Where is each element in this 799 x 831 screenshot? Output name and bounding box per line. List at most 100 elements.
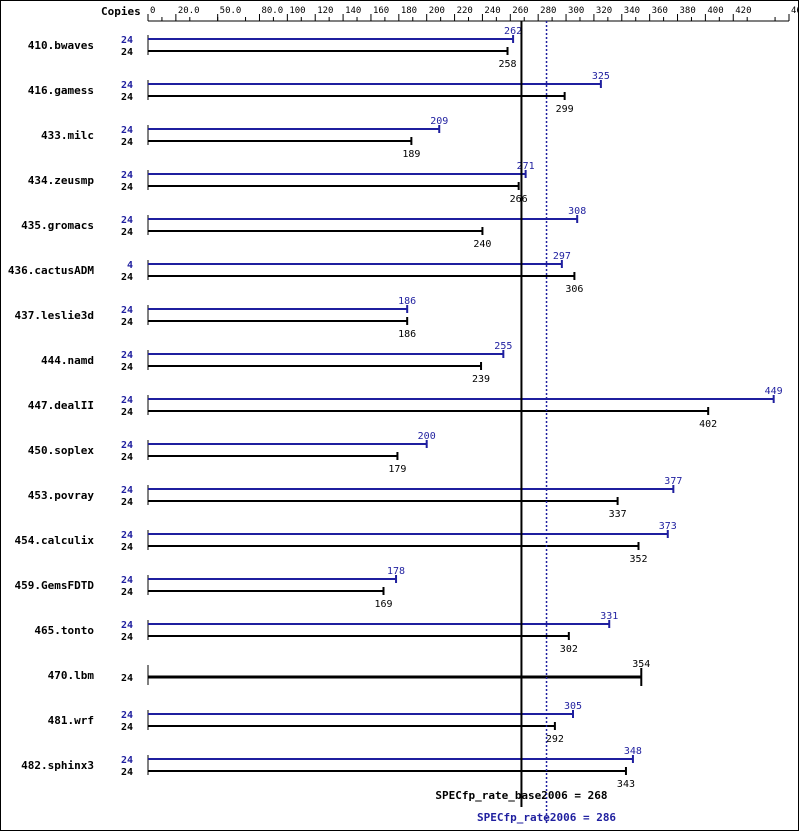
benchmark-name: 482.sphinx3 <box>21 759 94 772</box>
peak-value-label: 262 <box>504 26 522 37</box>
peak-value-label: 373 <box>659 521 677 532</box>
base-copies: 24 <box>121 587 133 598</box>
base-value-label: 292 <box>546 734 564 745</box>
base-value-label: 169 <box>374 599 392 610</box>
x-tick-label: 320 <box>596 6 612 16</box>
x-tick-label: 340 <box>624 6 640 16</box>
peak-value-label: 449 <box>765 386 783 397</box>
peak-value-label: 271 <box>517 161 535 172</box>
base-copies: 24 <box>121 362 133 373</box>
x-tick-label: 180 <box>401 6 417 16</box>
x-tick-label: 420 <box>735 6 751 16</box>
benchmark-row: 436.cactusADM 4 297 24 306 <box>8 251 584 295</box>
base-value-label: 266 <box>510 194 528 205</box>
base-copies: 24 <box>121 542 133 553</box>
peak-value-label: 209 <box>430 116 448 127</box>
x-tick-label: 260 <box>512 6 528 16</box>
benchmark-row: 434.zeusmp 24 271 24 266 <box>28 161 535 205</box>
peak-value-label: 255 <box>494 341 512 352</box>
base-copies: 24 <box>121 407 133 418</box>
base-copies: 24 <box>121 47 133 58</box>
benchmark-row: 444.namd 24 255 24 239 <box>41 341 512 385</box>
benchmark-row: 459.GemsFDTD 24 178 24 169 <box>15 566 406 610</box>
peak-copies: 24 <box>121 395 133 406</box>
peak-value-label: 186 <box>398 296 416 307</box>
peak-value-label: 348 <box>624 746 642 757</box>
peak-copies: 24 <box>121 170 133 181</box>
base-copies: 24 <box>121 497 133 508</box>
benchmark-rows: 410.bwaves 24 262 24 258 416.gamess 24 325 24 299… <box>8 26 783 790</box>
benchmark-name: 470.lbm <box>48 669 95 682</box>
base-value-label: 179 <box>388 464 406 475</box>
base-value-label: 239 <box>472 374 490 385</box>
peak-value-label: 325 <box>592 71 610 82</box>
base-value-label: 354 <box>632 659 650 670</box>
x-tick-label: 380 <box>680 6 696 16</box>
benchmark-row: 481.wrf 24 305 24 292 <box>48 701 582 745</box>
peak-copies: 24 <box>121 125 133 136</box>
peak-copies: 4 <box>127 260 133 271</box>
benchmark-name: 454.calculix <box>15 534 95 547</box>
base-value-label: 240 <box>473 239 491 250</box>
peak-copies: 24 <box>121 35 133 46</box>
peak-value-label: 200 <box>418 431 436 442</box>
x-tick-label: 50.0 <box>220 6 242 16</box>
x-tick-label: 200 <box>429 6 445 16</box>
x-axis: 0 20.0 50.0 80.0 100 120 140 160 180 200 220 240 260… <box>147 6 798 22</box>
benchmark-name: 436.cactusADM <box>8 264 94 277</box>
x-tick-label: 160 <box>373 6 389 16</box>
benchmark-row: 482.sphinx3 24 348 24 343 <box>21 746 642 790</box>
peak-copies: 24 <box>121 575 133 586</box>
peak-copies: 24 <box>121 710 133 721</box>
base-value-label: 302 <box>560 644 578 655</box>
benchmark-row: 447.dealII 24 449 24 402 <box>28 386 783 430</box>
peak-reference-label: SPECfp_rate2006 = 286 <box>477 811 616 824</box>
benchmark-row: 433.milc 24 209 24 189 <box>41 116 448 160</box>
base-copies: 24 <box>121 137 133 148</box>
peak-value-label: 305 <box>564 701 582 712</box>
base-copies: 24 <box>121 632 133 643</box>
benchmark-name: 459.GemsFDTD <box>15 579 95 592</box>
benchmark-name: 434.zeusmp <box>28 174 95 187</box>
x-tick-label: 80.0 <box>261 6 283 16</box>
benchmark-name: 410.bwaves <box>28 39 94 52</box>
peak-value-label: 377 <box>664 476 682 487</box>
base-copies: 24 <box>121 272 133 283</box>
base-value-label: 186 <box>398 329 416 340</box>
base-copies: 24 <box>121 722 133 733</box>
benchmark-name: 447.dealII <box>28 399 94 412</box>
benchmark-name: 453.povray <box>28 489 95 502</box>
x-tick-label: 360 <box>652 6 668 16</box>
base-copies: 24 <box>121 92 133 103</box>
base-value-label: 258 <box>498 59 516 70</box>
benchmark-row: 416.gamess 24 325 24 299 <box>28 71 610 115</box>
benchmark-row: 465.tonto 24 331 24 302 <box>34 611 618 655</box>
benchmark-name: 435.gromacs <box>21 219 94 232</box>
peak-value-label: 178 <box>387 566 405 577</box>
x-tick-label: 400 <box>707 6 723 16</box>
peak-copies: 24 <box>121 350 133 361</box>
peak-copies: 24 <box>121 80 133 91</box>
benchmark-name: 481.wrf <box>48 714 94 727</box>
base-value-label: 352 <box>629 554 647 565</box>
x-tick-label: 120 <box>317 6 333 16</box>
x-tick-label: 0 <box>150 6 155 16</box>
peak-copies: 24 <box>121 440 133 451</box>
base-value-label: 343 <box>617 779 635 790</box>
base-value-label: 306 <box>565 284 583 295</box>
reference-lines: SPECfp_rate_base2006 = 268 SPECfp_rate200… <box>435 21 616 825</box>
benchmark-row: 450.soplex 24 200 24 179 <box>28 431 436 475</box>
x-tick-label: 20.0 <box>178 6 200 16</box>
benchmark-row: 453.povray 24 377 24 337 <box>28 476 683 520</box>
benchmark-name: 437.leslie3d <box>15 309 94 322</box>
base-value-label: 402 <box>699 419 717 430</box>
x-tick-label: 140 <box>345 6 361 16</box>
benchmark-name: 444.namd <box>41 354 94 367</box>
base-reference-label: SPECfp_rate_base2006 = 268 <box>435 789 607 802</box>
benchmark-name: 465.tonto <box>34 624 94 637</box>
benchmark-row: 454.calculix 24 373 24 352 <box>15 521 677 565</box>
peak-value-label: 308 <box>568 206 586 217</box>
base-copies: 24 <box>121 227 133 238</box>
base-value-label: 299 <box>556 104 574 115</box>
